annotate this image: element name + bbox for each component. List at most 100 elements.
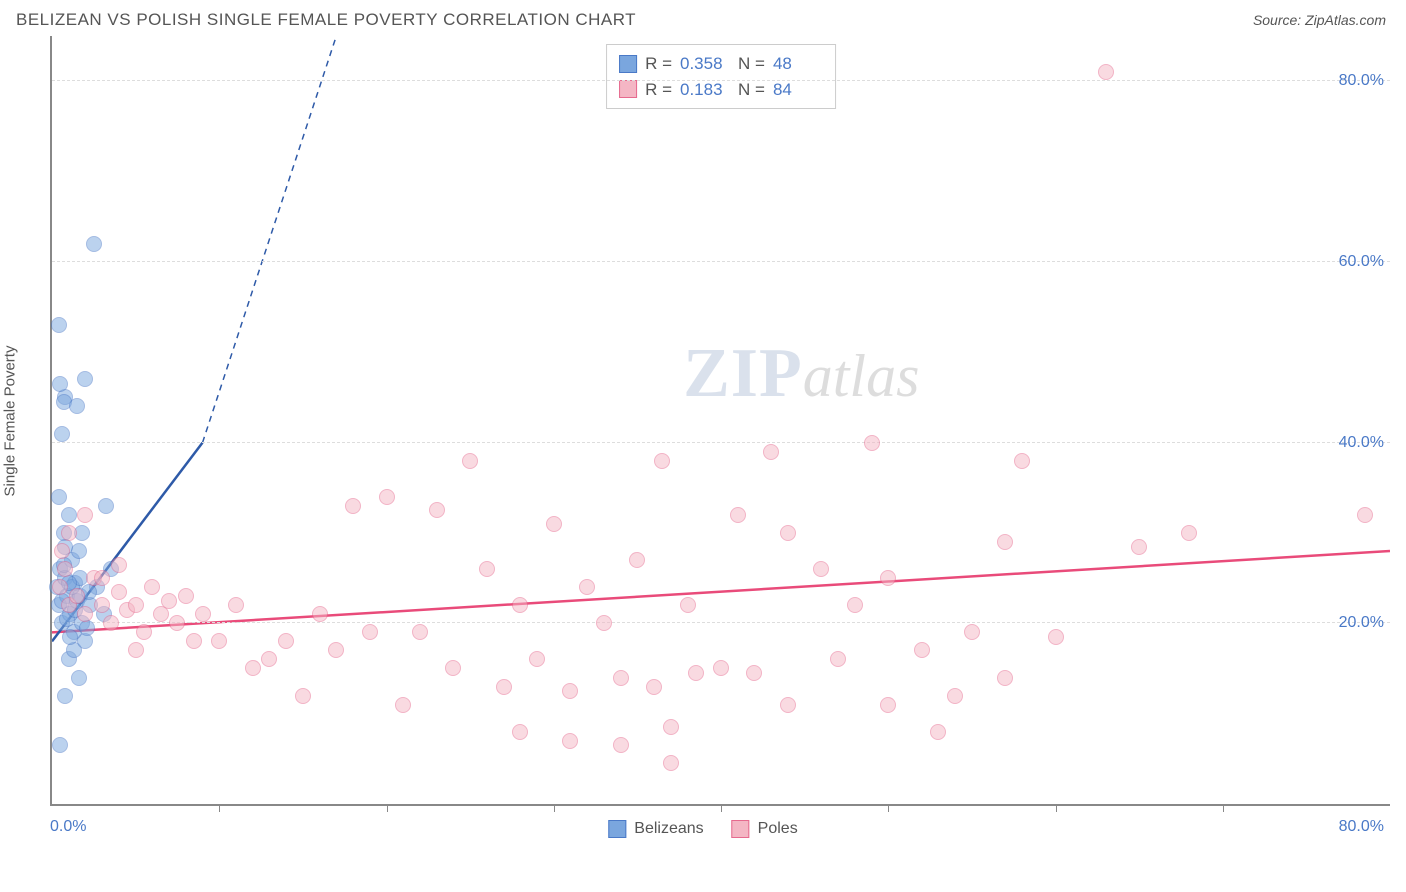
data-point (211, 633, 227, 649)
gridline (52, 261, 1390, 262)
data-point (54, 543, 70, 559)
data-point (195, 606, 211, 622)
data-point (930, 724, 946, 740)
data-point (663, 755, 679, 771)
bottom-legend: Belizeans Poles (608, 820, 797, 838)
data-point (52, 376, 68, 392)
chart-title: BELIZEAN VS POLISH SINGLE FEMALE POVERTY… (16, 10, 636, 30)
data-point (680, 597, 696, 613)
swatch-belizeans (619, 55, 637, 73)
data-point (94, 597, 110, 613)
y-tick-label: 60.0% (1339, 253, 1384, 271)
data-point (61, 507, 77, 523)
data-point (54, 426, 70, 442)
legend-item-poles: Poles (732, 820, 798, 838)
y-tick-label: 80.0% (1339, 72, 1384, 90)
data-point (261, 651, 277, 667)
data-point (94, 570, 110, 586)
data-point (128, 642, 144, 658)
data-point (830, 651, 846, 667)
legend-swatch-belizeans (608, 820, 626, 838)
x-tick (1056, 804, 1057, 812)
data-point (77, 371, 93, 387)
data-point (312, 606, 328, 622)
data-point (847, 597, 863, 613)
data-point (1181, 525, 1197, 541)
data-point (111, 584, 127, 600)
data-point (1098, 64, 1114, 80)
data-point (136, 624, 152, 640)
data-point (1048, 629, 1064, 645)
data-point (362, 624, 378, 640)
y-tick-label: 20.0% (1339, 614, 1384, 632)
data-point (228, 597, 244, 613)
stats-legend-box: R = 0.358 N = 48 R = 0.183 N = 84 (606, 44, 836, 109)
data-point (98, 498, 114, 514)
data-point (688, 665, 704, 681)
x-tick (721, 804, 722, 812)
y-axis-title: Single Female Poverty (2, 346, 19, 497)
data-point (529, 651, 545, 667)
data-point (746, 665, 762, 681)
data-point (52, 737, 68, 753)
data-point (429, 502, 445, 518)
data-point (77, 606, 93, 622)
data-point (997, 670, 1013, 686)
data-point (997, 534, 1013, 550)
data-point (864, 435, 880, 451)
gridline (52, 622, 1390, 623)
data-point (103, 615, 119, 631)
data-point (69, 588, 85, 604)
data-point (144, 579, 160, 595)
data-point (562, 733, 578, 749)
data-point (947, 688, 963, 704)
data-point (613, 737, 629, 753)
data-point (69, 398, 85, 414)
x-tick (888, 804, 889, 812)
data-point (52, 579, 68, 595)
data-point (77, 507, 93, 523)
data-point (1131, 539, 1147, 555)
data-point (663, 719, 679, 735)
data-point (964, 624, 980, 640)
data-point (345, 498, 361, 514)
stats-row-belizeans: R = 0.358 N = 48 (619, 51, 823, 77)
data-point (654, 453, 670, 469)
data-point (51, 489, 67, 505)
data-point (462, 453, 478, 469)
data-point (730, 507, 746, 523)
data-point (62, 629, 78, 645)
legend-swatch-poles (732, 820, 750, 838)
legend-item-belizeans: Belizeans (608, 820, 703, 838)
data-point (61, 525, 77, 541)
x-tick (1223, 804, 1224, 812)
y-tick-label: 40.0% (1339, 434, 1384, 452)
data-point (629, 552, 645, 568)
data-point (880, 697, 896, 713)
data-point (512, 724, 528, 740)
data-point (1014, 453, 1030, 469)
data-point (412, 624, 428, 640)
data-point (51, 317, 67, 333)
data-point (395, 697, 411, 713)
gridline (52, 442, 1390, 443)
data-point (86, 236, 102, 252)
swatch-poles (619, 80, 637, 98)
data-point (57, 688, 73, 704)
data-point (914, 642, 930, 658)
data-point (813, 561, 829, 577)
data-point (71, 670, 87, 686)
data-point (153, 606, 169, 622)
data-point (169, 615, 185, 631)
data-point (178, 588, 194, 604)
plot-area: ZIPatlas R = 0.358 N = 48 R = 0.183 N = … (50, 36, 1390, 806)
data-point (57, 561, 73, 577)
data-point (161, 593, 177, 609)
data-point (646, 679, 662, 695)
data-point (295, 688, 311, 704)
data-point (512, 597, 528, 613)
data-point (278, 633, 294, 649)
data-point (546, 516, 562, 532)
x-tick (219, 804, 220, 812)
data-point (111, 557, 127, 573)
